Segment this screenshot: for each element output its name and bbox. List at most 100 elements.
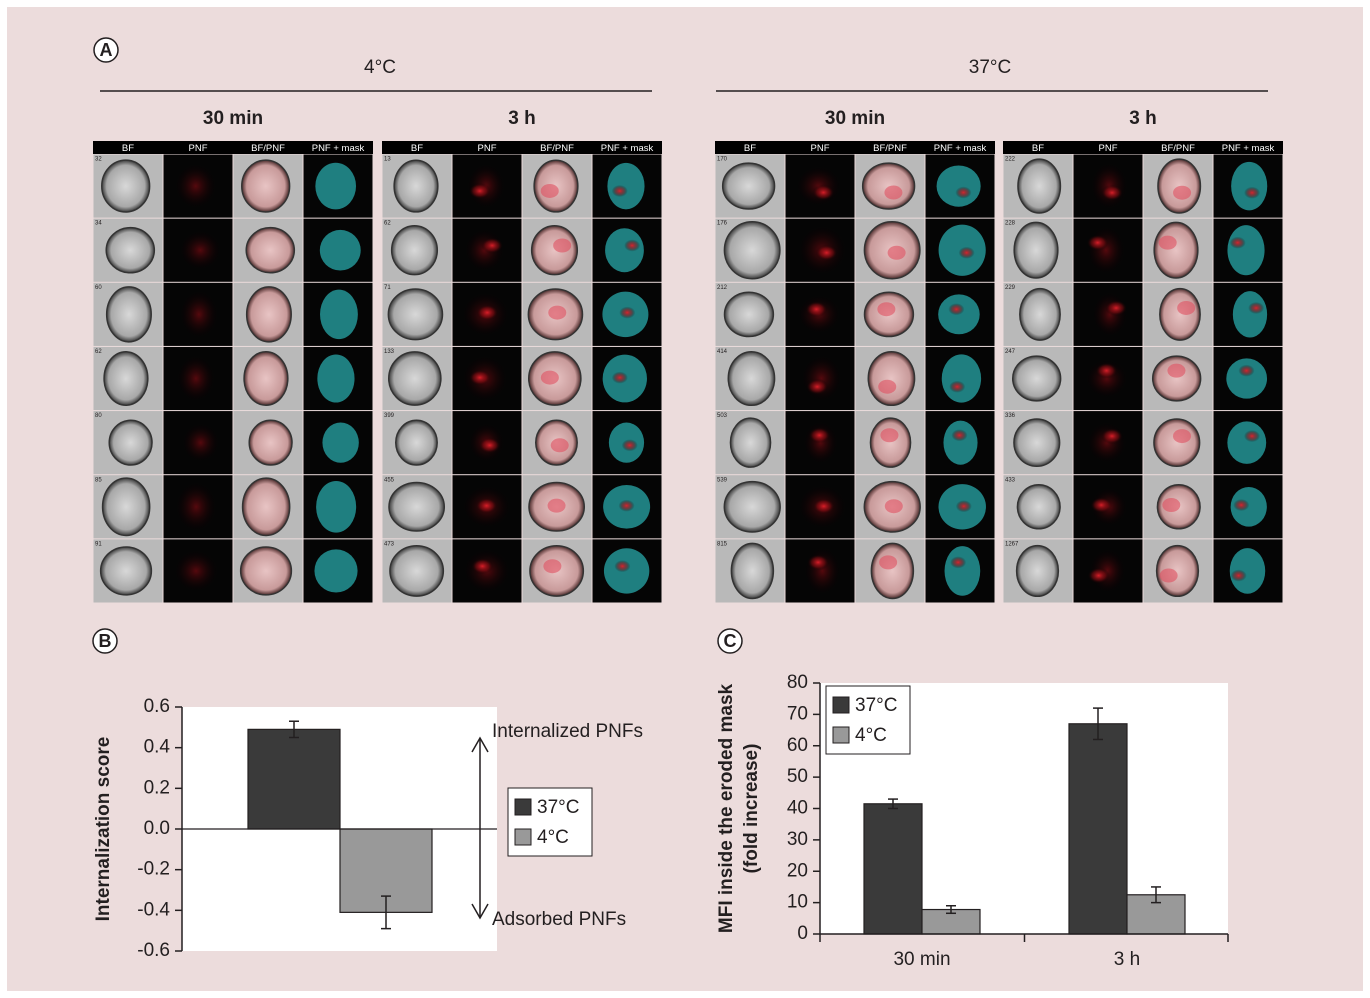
column-header: PNF xyxy=(478,143,497,154)
y-tick-label: 80 xyxy=(787,672,808,693)
cell-id: 539 xyxy=(717,477,728,483)
cell-bf xyxy=(392,226,438,275)
cell-bf xyxy=(725,292,774,336)
cell-id: 62 xyxy=(384,221,391,227)
mask xyxy=(1227,225,1264,275)
signal xyxy=(619,307,635,319)
cell-bf xyxy=(1017,485,1060,529)
cell-bf xyxy=(1020,289,1060,341)
legend-label: 4°C xyxy=(537,827,569,848)
signal xyxy=(1230,237,1246,249)
signal xyxy=(803,546,841,596)
bar xyxy=(1069,724,1127,934)
signal xyxy=(805,301,827,317)
column-header: PNF xyxy=(189,143,208,154)
mask xyxy=(942,354,981,402)
signal xyxy=(877,302,895,316)
cell-bf xyxy=(724,222,779,279)
cell-merge xyxy=(1154,419,1200,466)
signal xyxy=(1167,364,1185,378)
column-header: BF/PNF xyxy=(540,143,574,154)
cell-bf xyxy=(1017,546,1059,597)
cell-bf xyxy=(723,163,775,209)
signal xyxy=(1177,301,1195,315)
y-tick-label: 70 xyxy=(787,703,808,724)
cell-id: 13 xyxy=(384,157,391,163)
cell-id: 247 xyxy=(1005,349,1016,355)
signal xyxy=(816,245,838,261)
column-header: PNF + mask xyxy=(934,143,987,154)
cell-merge xyxy=(1153,356,1201,401)
column-header: PNF xyxy=(1099,143,1118,154)
signal xyxy=(884,186,902,200)
annotation: Internalized PNFs xyxy=(492,721,643,742)
y-axis-label: (fold increase) xyxy=(741,744,762,874)
mask xyxy=(320,290,358,339)
y-tick-label: 0.0 xyxy=(144,818,170,839)
time-label: 3 h xyxy=(508,108,535,129)
cell-bf xyxy=(731,543,773,598)
cell-merge xyxy=(1160,289,1200,341)
signal xyxy=(1173,186,1191,200)
signal xyxy=(175,481,217,533)
legend-swatch xyxy=(833,697,849,713)
mask xyxy=(1233,291,1267,337)
signal xyxy=(880,428,898,442)
time-label: 30 min xyxy=(825,108,885,129)
cell-bf xyxy=(109,420,152,465)
signal xyxy=(1233,499,1249,511)
cell-id: 34 xyxy=(95,221,102,227)
cell-bf xyxy=(107,287,152,342)
column-header: BF xyxy=(122,143,134,154)
signal xyxy=(479,437,501,453)
signal xyxy=(1173,429,1191,443)
signal xyxy=(813,498,835,514)
cell-merge xyxy=(249,420,292,465)
signal xyxy=(612,372,628,384)
signal xyxy=(179,230,222,271)
column-header: BF xyxy=(744,143,756,154)
cell-merge xyxy=(1154,222,1198,278)
signal xyxy=(1160,569,1178,583)
signal xyxy=(551,438,569,452)
cell-bf xyxy=(1014,419,1060,466)
cell-bf xyxy=(1013,356,1061,401)
time-label: 30 min xyxy=(203,108,263,129)
cell-id: 62 xyxy=(95,349,102,355)
cell-merge xyxy=(246,228,294,273)
cell-bf xyxy=(389,352,441,405)
temperature-label: 4°C xyxy=(364,57,396,78)
cell-id: 228 xyxy=(1005,221,1016,227)
y-tick-label: 50 xyxy=(787,766,808,787)
signal xyxy=(1244,187,1260,199)
cell-id: 1267 xyxy=(1005,541,1019,547)
cell-bf xyxy=(102,160,150,212)
signal xyxy=(1231,570,1247,582)
cell-bf xyxy=(103,478,150,535)
y-axis-label: Internalization score xyxy=(93,737,114,922)
cell-merge xyxy=(247,287,292,342)
time-label: 3 h xyxy=(1129,108,1156,129)
y-tick-label: -0.6 xyxy=(137,940,170,961)
signal xyxy=(801,354,843,402)
column-header: BF/PNF xyxy=(873,143,907,154)
cell-bf xyxy=(104,352,148,405)
cell-merge xyxy=(871,543,913,598)
cell-id: 229 xyxy=(1005,285,1016,291)
annotation: Adsorbed PNFs xyxy=(492,909,626,930)
signal xyxy=(174,163,217,210)
signal xyxy=(950,556,966,568)
signal xyxy=(543,559,561,573)
cell-bf xyxy=(394,160,438,212)
signal xyxy=(469,370,491,386)
signal xyxy=(541,371,559,385)
y-axis-label: MFI inside the eroded mask xyxy=(716,683,737,933)
cell-bf xyxy=(106,228,154,273)
x-tick-label: 3 h xyxy=(1114,949,1140,970)
cell-id: 503 xyxy=(717,413,728,419)
cell-id: 414 xyxy=(717,349,728,355)
signal xyxy=(948,303,964,315)
legend-label: 37°C xyxy=(855,695,897,716)
cell-id: 32 xyxy=(95,157,102,163)
cell-id: 60 xyxy=(95,285,102,291)
